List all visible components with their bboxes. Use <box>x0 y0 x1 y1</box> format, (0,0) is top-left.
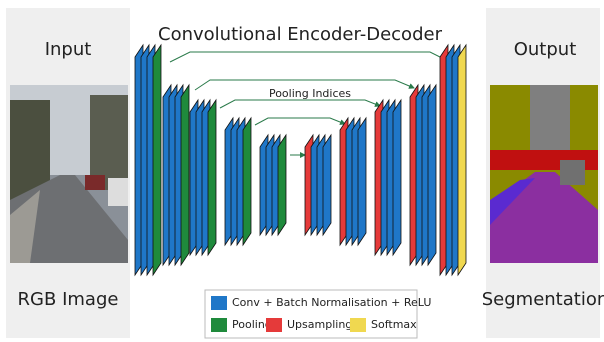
legend-swatch <box>211 318 227 332</box>
input-image <box>10 85 128 263</box>
legend-label: Pooling <box>232 318 272 331</box>
layer-slab <box>208 100 216 255</box>
output-caption: Segmentation <box>482 289 604 310</box>
legend-swatch <box>350 318 366 332</box>
layer-slab <box>358 118 366 245</box>
output-image <box>490 85 598 263</box>
layer-slab <box>323 135 331 235</box>
layer-slab <box>153 45 161 275</box>
layer-slab <box>428 85 436 265</box>
output-title: Output <box>514 39 577 60</box>
layer-slab <box>278 135 286 235</box>
layer-slab <box>458 45 466 275</box>
legend-label: Softmax <box>371 318 417 331</box>
layer-slab <box>181 85 189 265</box>
legend-label: Conv + Batch Normalisation + ReLU <box>232 296 431 309</box>
legend-swatch <box>266 318 282 332</box>
legend: Conv + Batch Normalisation + ReLU Poolin… <box>205 290 431 338</box>
input-caption: RGB Image <box>18 289 119 310</box>
input-title: Input <box>45 39 92 60</box>
skip-label: Pooling Indices <box>269 87 351 100</box>
legend-swatch <box>211 296 227 310</box>
layer-slab <box>243 118 251 245</box>
legend-label: Upsampling <box>287 318 352 331</box>
diagram-title: Convolutional Encoder-Decoder <box>158 24 443 45</box>
layer-slab <box>393 100 401 255</box>
diagram: Input RGB Image Output Segmentation Conv… <box>0 0 604 342</box>
